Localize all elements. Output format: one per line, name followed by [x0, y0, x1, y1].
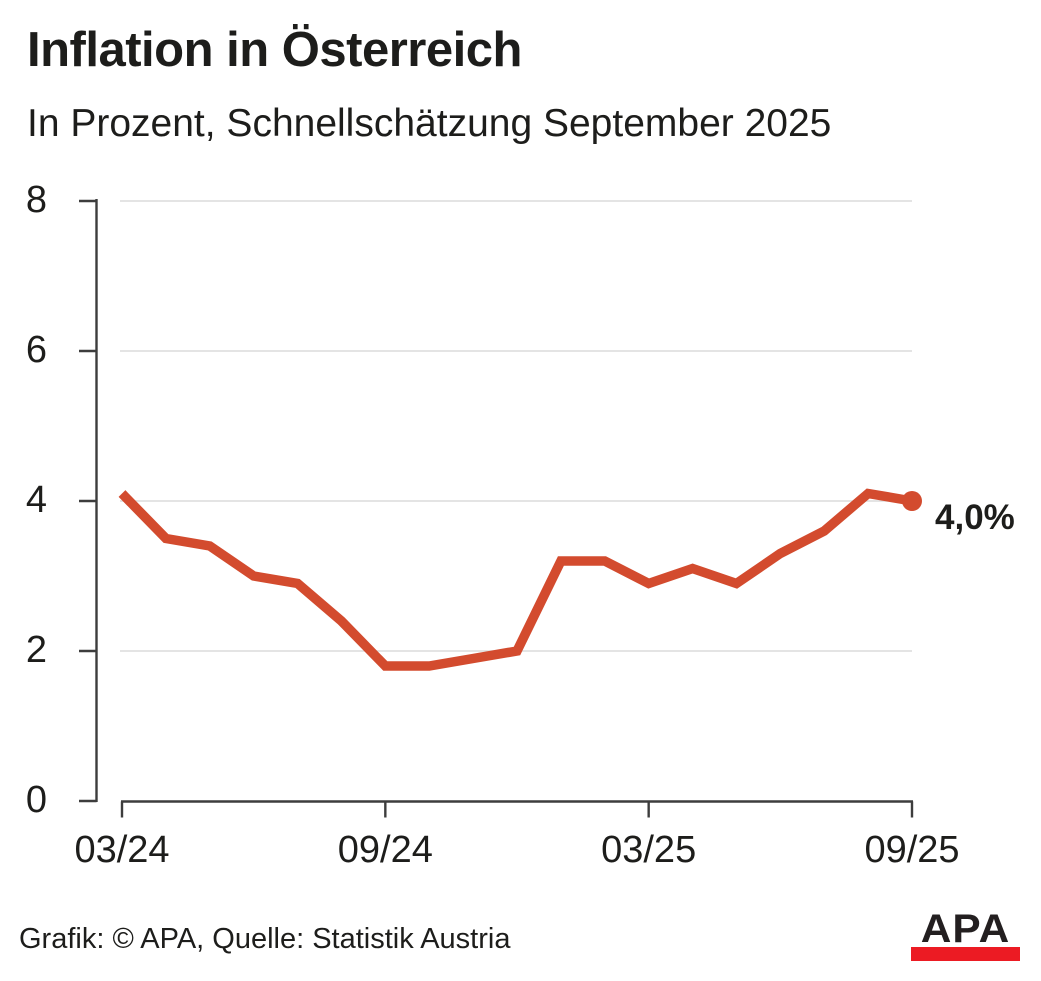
page-subtitle: In Prozent, Schnellschätzung September 2…	[27, 102, 832, 145]
apa-logo-red-bar	[911, 947, 1020, 961]
y-tick-label-2: 2	[25, 629, 47, 672]
x-tick-label-09/25: 09/25	[864, 829, 960, 871]
end-point-dot	[902, 491, 922, 511]
apa-logo-text: APA	[920, 907, 1011, 951]
x-tick-label-03/25: 03/25	[601, 829, 697, 871]
y-tick-label-4: 4	[25, 479, 47, 522]
source-credit: Grafik: © APA, Quelle: Statistik Austria	[19, 923, 511, 955]
last-value-label: 4,0%	[935, 498, 1015, 537]
x-tick-label-09/24: 09/24	[337, 829, 433, 871]
apa-logo: APA	[911, 909, 1020, 961]
y-tick-label-0: 0	[25, 779, 47, 822]
y-tick-label-6: 6	[25, 329, 47, 372]
inflation-line	[118, 488, 913, 671]
page-title: Inflation in Österreich	[27, 23, 522, 77]
y-tick-label-8: 8	[25, 179, 47, 222]
x-tick-label-03/24: 03/24	[74, 829, 170, 871]
